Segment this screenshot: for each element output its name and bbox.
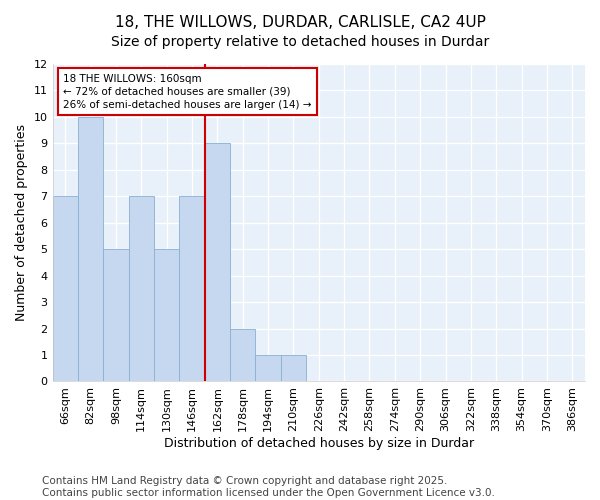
Text: 18, THE WILLOWS, DURDAR, CARLISLE, CA2 4UP: 18, THE WILLOWS, DURDAR, CARLISLE, CA2 4… <box>115 15 485 30</box>
Bar <box>78 117 103 382</box>
Bar <box>205 144 230 382</box>
Text: Contains HM Land Registry data © Crown copyright and database right 2025.
Contai: Contains HM Land Registry data © Crown c… <box>42 476 495 498</box>
Bar <box>128 196 154 382</box>
Bar <box>281 355 306 382</box>
Bar <box>230 328 256 382</box>
Text: 18 THE WILLOWS: 160sqm
← 72% of detached houses are smaller (39)
26% of semi-det: 18 THE WILLOWS: 160sqm ← 72% of detached… <box>63 74 311 110</box>
Bar <box>53 196 78 382</box>
X-axis label: Distribution of detached houses by size in Durdar: Distribution of detached houses by size … <box>164 437 474 450</box>
Bar <box>103 249 128 382</box>
Bar <box>256 355 281 382</box>
Bar <box>154 249 179 382</box>
Y-axis label: Number of detached properties: Number of detached properties <box>15 124 28 321</box>
Bar <box>179 196 205 382</box>
Text: Size of property relative to detached houses in Durdar: Size of property relative to detached ho… <box>111 35 489 49</box>
